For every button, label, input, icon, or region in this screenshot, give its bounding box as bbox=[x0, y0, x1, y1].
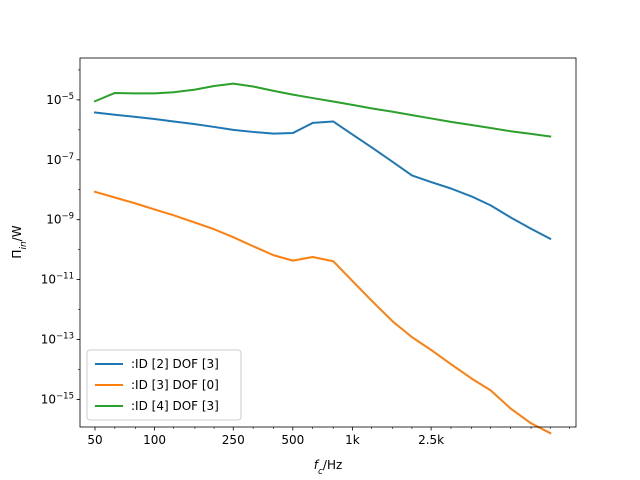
y-tick-label: 10−13 bbox=[41, 332, 74, 347]
legend-box bbox=[86, 349, 242, 421]
x-tick-label: 100 bbox=[143, 433, 166, 447]
y-tick-label: 10−9 bbox=[46, 212, 74, 227]
y-axis-label: Πin/W bbox=[10, 225, 29, 258]
y-tick-label: 10−7 bbox=[46, 152, 74, 167]
y-tick-label: 10−5 bbox=[46, 92, 74, 107]
legend-label-3: :ID [4] DOF [3] bbox=[131, 399, 219, 413]
x-tick-label: 2.5k bbox=[418, 433, 444, 447]
x-tick-label: 250 bbox=[222, 433, 245, 447]
legend: :ID [2] DOF [3] :ID [3] DOF [0] :ID [4] DO… bbox=[86, 349, 242, 421]
x-axis-label: fc/Hz bbox=[314, 458, 343, 477]
y-axis-ticks: 10−5 10−7 10−9 10−11 10−13 10−15 bbox=[41, 69, 80, 406]
y-tick-label: 10−15 bbox=[41, 391, 74, 406]
series-line-3 bbox=[93, 82, 552, 138]
series-line-1 bbox=[93, 111, 552, 241]
x-tick-label: 1k bbox=[345, 433, 360, 447]
legend-label-1: :ID [2] DOF [3] bbox=[131, 357, 219, 371]
x-tick-label: 50 bbox=[87, 433, 102, 447]
series-layer bbox=[93, 82, 552, 435]
series-line-2 bbox=[93, 190, 552, 435]
y-tick-label: 10−11 bbox=[41, 272, 74, 287]
plot-frame bbox=[79, 57, 577, 428]
legend-label-2: :ID [3] DOF [0] bbox=[131, 378, 219, 392]
x-tick-label: 500 bbox=[281, 433, 304, 447]
x-axis-ticks: 50 100 250 500 1k 2.5k bbox=[87, 427, 570, 447]
